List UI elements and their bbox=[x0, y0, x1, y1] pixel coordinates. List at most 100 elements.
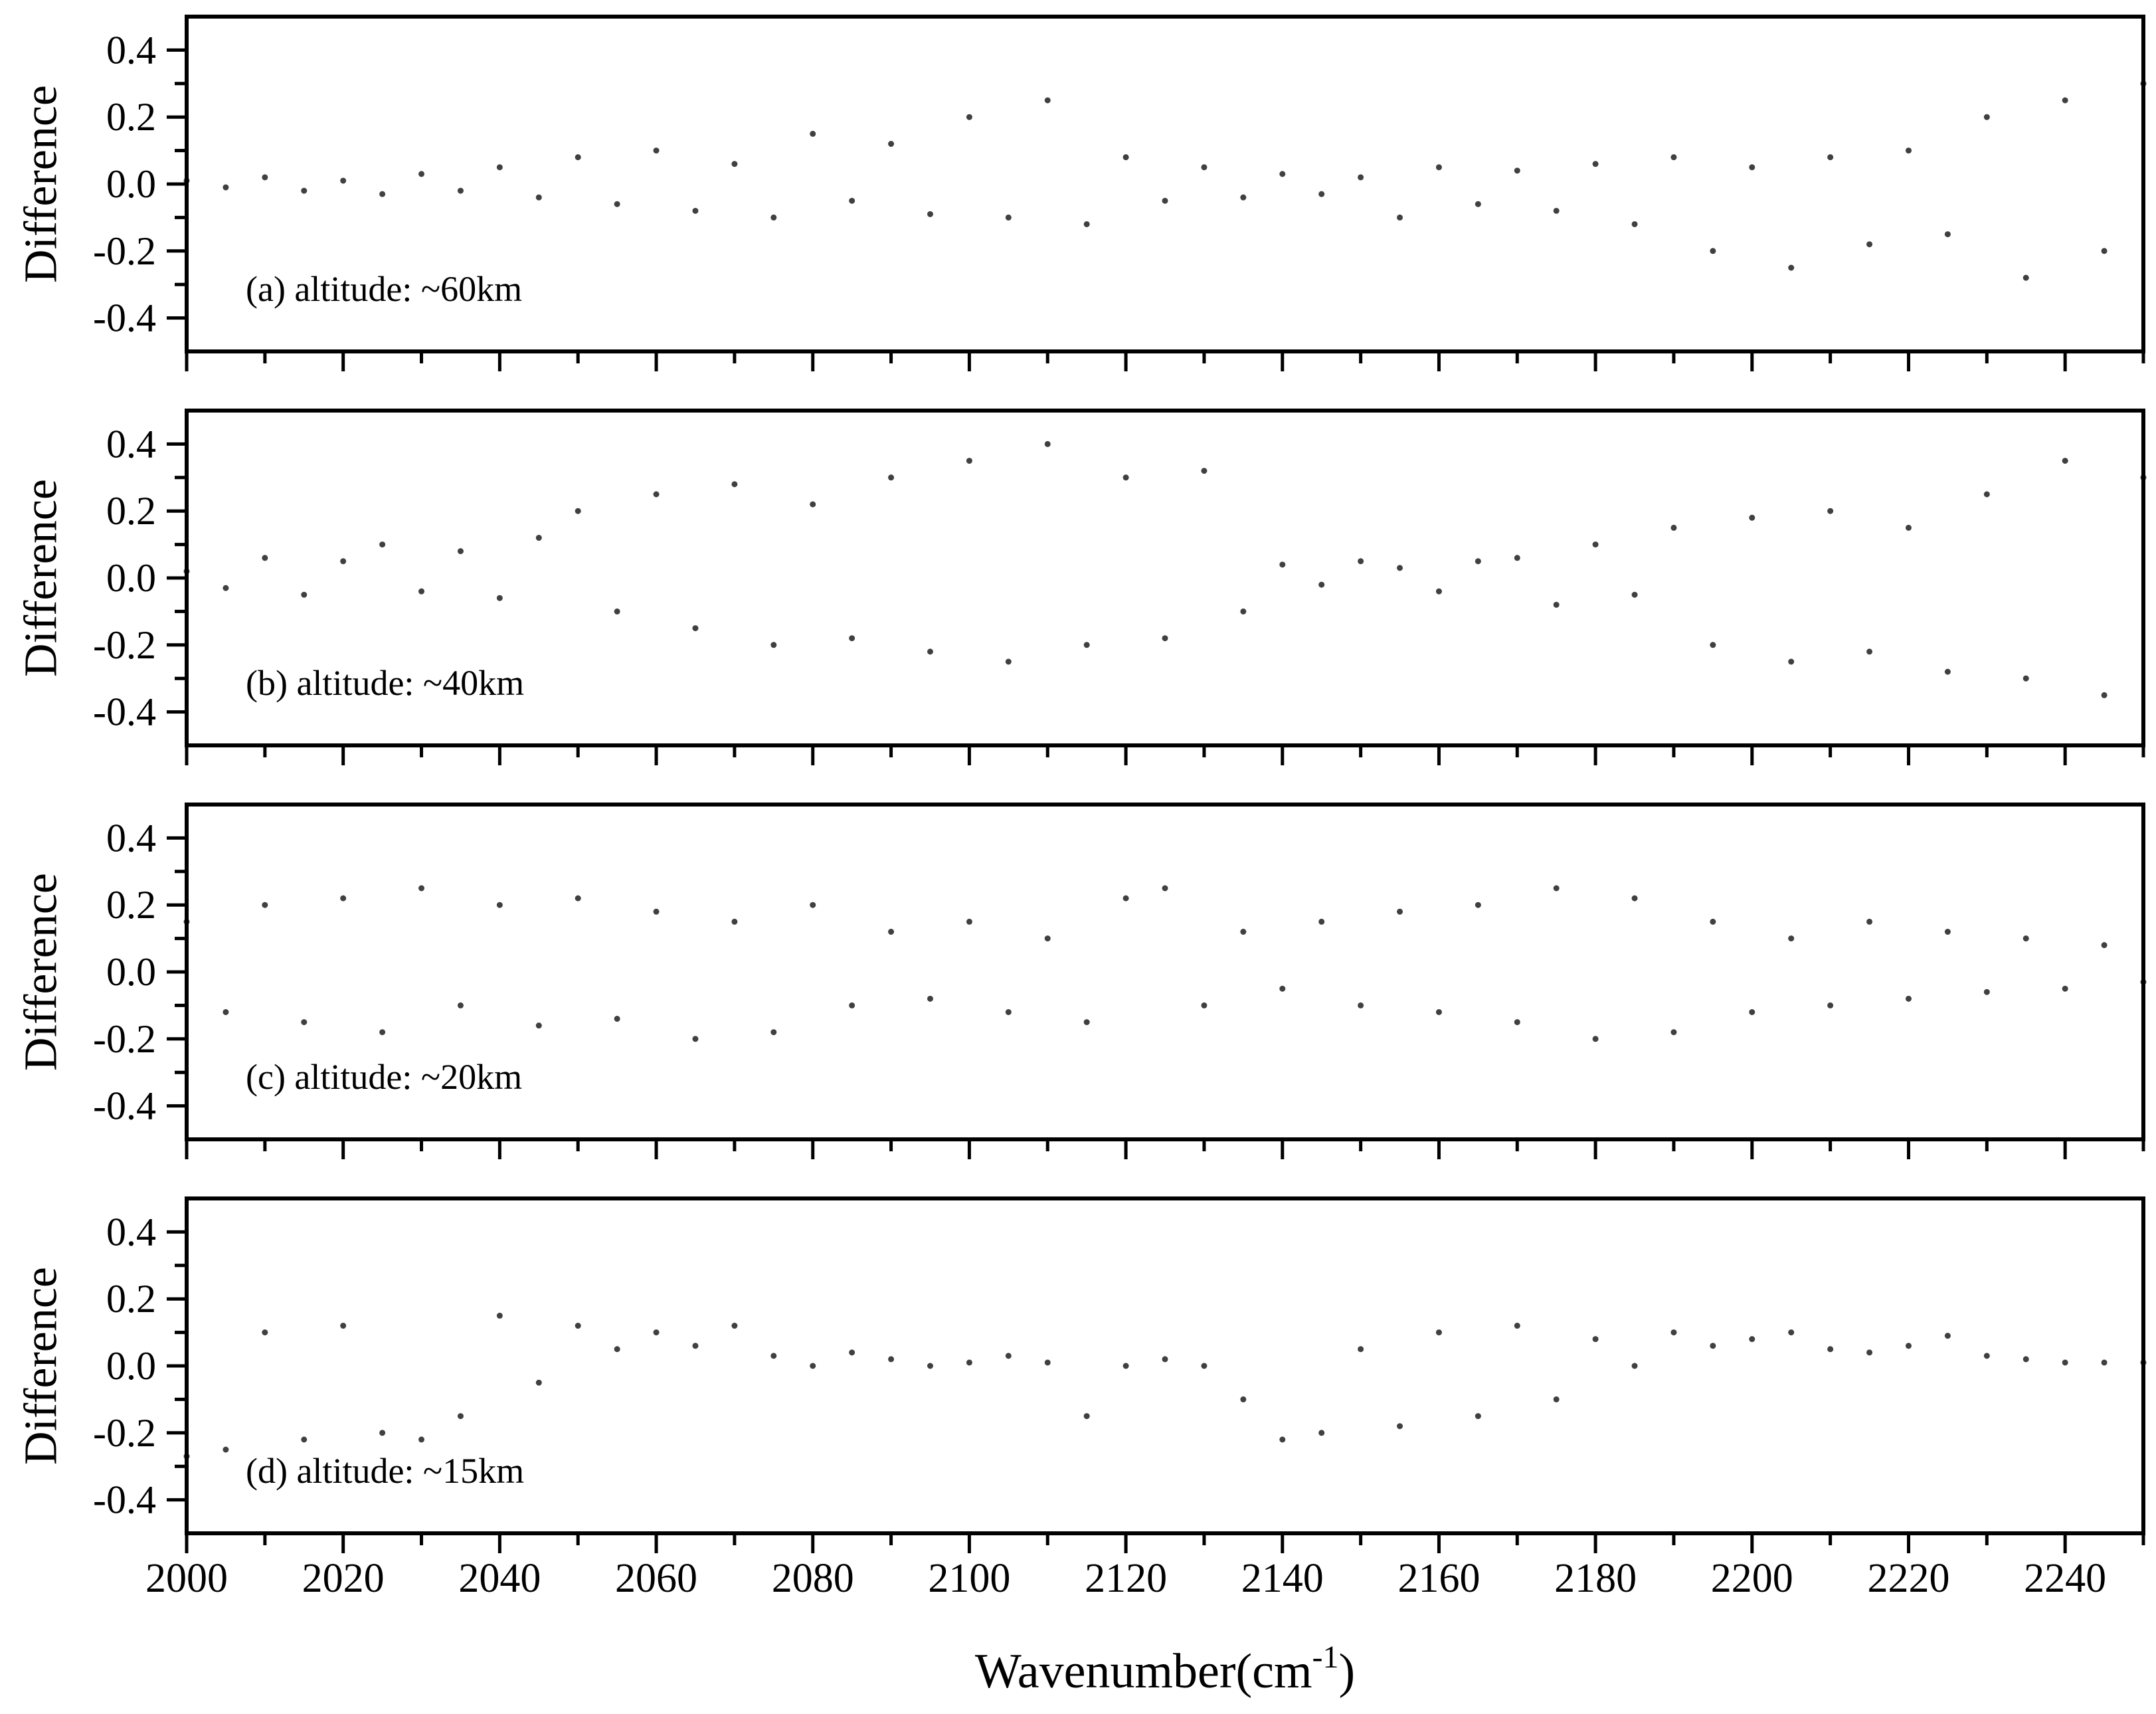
data-point bbox=[1905, 1343, 1912, 1349]
data-point bbox=[535, 1379, 542, 1386]
data-point bbox=[770, 1029, 777, 1036]
y-tick-label: 0.2 bbox=[106, 95, 156, 139]
data-point bbox=[496, 164, 503, 171]
data-point bbox=[1397, 908, 1403, 915]
data-point bbox=[888, 1356, 895, 1363]
data-point bbox=[2022, 274, 2029, 281]
data-point bbox=[1358, 1002, 1364, 1008]
data-point bbox=[575, 508, 581, 514]
x-label-sup: -1 bbox=[1312, 1640, 1339, 1675]
data-point bbox=[1005, 1353, 1012, 1359]
data-point bbox=[1514, 1323, 1520, 1329]
data-point bbox=[1162, 635, 1168, 642]
data-point bbox=[1083, 1019, 1090, 1026]
panel-annotation: (c) altitude: ~20km bbox=[246, 1057, 522, 1097]
data-point bbox=[1044, 1359, 1051, 1366]
data-point bbox=[1201, 468, 1208, 474]
data-point bbox=[1240, 608, 1247, 615]
data-point bbox=[2062, 985, 2068, 992]
data-point bbox=[1553, 885, 1560, 892]
data-point bbox=[457, 548, 464, 555]
y-tick-label: 0.2 bbox=[106, 1277, 156, 1321]
y-tick-label: 0.0 bbox=[106, 950, 156, 994]
data-point bbox=[1240, 194, 1247, 201]
x-tick-label: 2220 bbox=[1867, 1556, 1949, 1601]
data-point bbox=[1358, 174, 1364, 181]
data-point bbox=[1592, 1336, 1599, 1343]
data-point bbox=[2101, 1359, 2108, 1366]
data-point bbox=[1592, 161, 1599, 167]
data-point bbox=[1905, 524, 1912, 531]
data-point bbox=[1749, 1008, 1755, 1015]
y-axis-label: Difference bbox=[16, 85, 67, 283]
x-tick-label: 2000 bbox=[145, 1556, 228, 1601]
data-point bbox=[927, 995, 933, 1002]
data-point bbox=[457, 1002, 464, 1008]
data-point bbox=[1162, 885, 1168, 892]
data-point bbox=[1358, 558, 1364, 565]
data-point bbox=[1631, 221, 1638, 227]
data-point bbox=[223, 585, 229, 591]
data-point bbox=[614, 201, 620, 207]
data-point bbox=[1514, 167, 1520, 174]
data-point bbox=[262, 174, 268, 181]
data-point bbox=[966, 458, 972, 464]
data-point bbox=[966, 918, 972, 925]
data-point bbox=[692, 1343, 699, 1349]
data-point bbox=[653, 908, 660, 915]
data-point bbox=[1944, 231, 1951, 238]
data-point bbox=[1631, 1363, 1638, 1369]
data-point bbox=[496, 595, 503, 601]
data-point bbox=[1670, 1029, 1677, 1036]
x-axis-label: Wavenumber(cm-1) bbox=[975, 1640, 1355, 1699]
data-point bbox=[1749, 164, 1755, 171]
data-point bbox=[692, 1036, 699, 1042]
data-point bbox=[301, 1436, 308, 1443]
data-point bbox=[888, 141, 895, 147]
data-point bbox=[1827, 154, 1834, 161]
y-tick-label: -0.4 bbox=[93, 1084, 156, 1128]
data-point bbox=[1944, 929, 1951, 935]
data-point bbox=[1083, 642, 1090, 648]
data-point bbox=[810, 902, 816, 908]
y-tick-label: -0.4 bbox=[93, 690, 156, 734]
data-point bbox=[1553, 207, 1560, 214]
data-point bbox=[1123, 474, 1129, 481]
x-label-tail: ) bbox=[1339, 1644, 1356, 1699]
data-point bbox=[770, 214, 777, 221]
data-point bbox=[1983, 491, 1990, 498]
data-point bbox=[966, 1359, 972, 1366]
data-point bbox=[770, 1353, 777, 1359]
y-tick-label: 0.2 bbox=[106, 883, 156, 927]
x-tick-label: 2180 bbox=[1554, 1556, 1637, 1601]
panel-annotation: (b) altitude: ~40km bbox=[246, 663, 524, 703]
panel: -0.4 -0.2 0.0 0.2 0.4 2000 2020 2040 2060 2080 210… bbox=[16, 1196, 2147, 1699]
data-point bbox=[1083, 221, 1090, 227]
data-point bbox=[1044, 97, 1051, 104]
data-point bbox=[1358, 1346, 1364, 1353]
data-point bbox=[1318, 1430, 1325, 1436]
data-point bbox=[1123, 154, 1129, 161]
y-tick-label: 0.0 bbox=[106, 556, 156, 600]
y-tick-label: -0.2 bbox=[93, 1411, 156, 1455]
data-point bbox=[849, 635, 855, 642]
data-point bbox=[731, 161, 738, 167]
data-point bbox=[1044, 440, 1051, 447]
data-point bbox=[340, 895, 347, 902]
data-point bbox=[262, 1329, 268, 1336]
y-tick-label: 0.2 bbox=[106, 489, 156, 533]
data-point bbox=[1123, 1363, 1129, 1369]
data-point bbox=[614, 1016, 620, 1022]
data-point bbox=[849, 1002, 855, 1008]
data-point bbox=[223, 1008, 229, 1015]
data-point bbox=[614, 1346, 620, 1353]
data-point bbox=[1710, 642, 1716, 648]
data-point bbox=[653, 1329, 660, 1336]
data-point bbox=[1201, 1363, 1208, 1369]
y-axis-label: Difference bbox=[16, 873, 67, 1071]
data-point bbox=[614, 608, 620, 615]
data-point bbox=[888, 929, 895, 935]
data-point bbox=[535, 1022, 542, 1029]
data-point bbox=[1475, 902, 1481, 908]
data-point bbox=[1788, 658, 1795, 665]
